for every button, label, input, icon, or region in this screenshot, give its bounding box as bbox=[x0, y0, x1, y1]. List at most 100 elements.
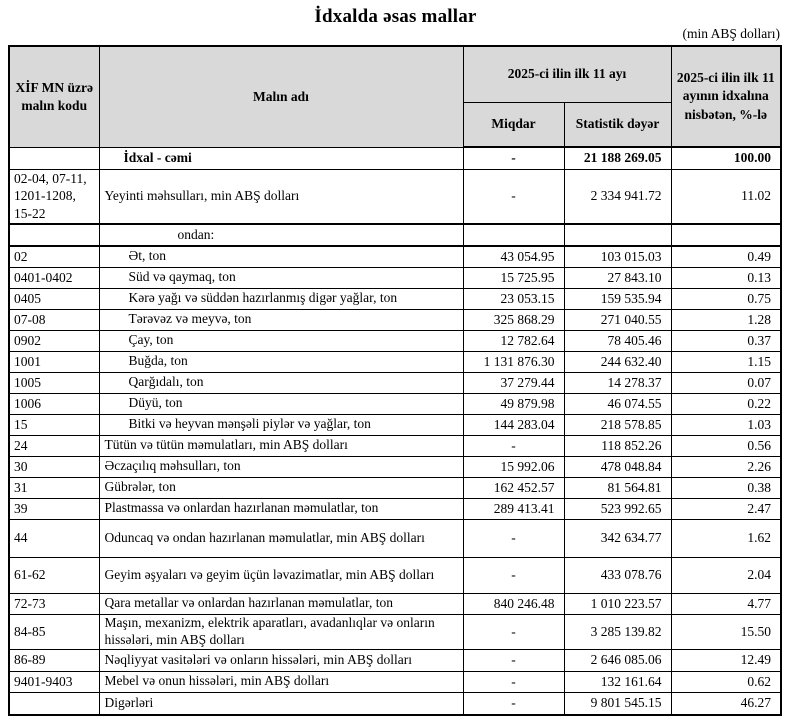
value-cell: 433 078.76 bbox=[563, 556, 672, 594]
share-cell: 15.50 bbox=[670, 613, 782, 650]
share-cell: 1.62 bbox=[670, 518, 782, 558]
table-row: 30 Əczaçılıq məhsulları, ton 15 992.06 4… bbox=[8, 455, 782, 478]
commodity-name: Maşın, mexanizm, elektrik aparatları, av… bbox=[98, 613, 464, 650]
quantity-cell: 162 452.57 bbox=[462, 476, 565, 499]
quantity-cell: 1 131 876.30 bbox=[462, 350, 565, 373]
header-commodity-name: Malın adı bbox=[98, 45, 464, 148]
quantity-cell: - bbox=[462, 691, 565, 716]
quantity-cell: 144 283.04 bbox=[462, 413, 565, 436]
quantity-cell: - bbox=[462, 670, 565, 693]
table-row: 02 Ət, ton 43 054.95 103 015.03 0.49 bbox=[8, 245, 782, 268]
value-cell: 81 564.81 bbox=[563, 476, 672, 499]
quantity-cell: - bbox=[462, 648, 565, 672]
value-cell: 9 801 545.15 bbox=[563, 691, 672, 716]
table-row: 72-73 Qara metallar və onlardan hazırlan… bbox=[8, 592, 782, 615]
table-row: 1001 Buğda, ton 1 131 876.30 244 632.40 … bbox=[8, 350, 782, 373]
quantity-cell: 289 413.41 bbox=[462, 497, 565, 520]
commodity-name: İdxal - cəmi bbox=[98, 146, 464, 170]
commodity-code bbox=[8, 146, 100, 170]
value-cell: 3 285 139.82 bbox=[563, 613, 672, 650]
value-cell: 103 015.03 bbox=[563, 245, 672, 268]
share-cell: 0.75 bbox=[670, 287, 782, 310]
header-period-group: 2025-ci ilin ilk 11 ayı bbox=[462, 45, 672, 103]
commodity-code: 02 bbox=[8, 245, 100, 268]
commodity-code: 72-73 bbox=[8, 592, 100, 615]
commodity-code: 39 bbox=[8, 497, 100, 520]
commodity-code bbox=[8, 691, 100, 716]
value-cell: 523 992.65 bbox=[563, 497, 672, 520]
commodity-name: Buğda, ton bbox=[98, 350, 464, 373]
table-row: 0405 Kərə yağı və süddən hazırlanmış dig… bbox=[8, 287, 782, 310]
imports-table: XİF MN üzrə malın kodu Malın adı 2025-ci… bbox=[8, 45, 783, 716]
commodity-name: Nəqliyyat vasitələri və onların hissələr… bbox=[98, 648, 464, 672]
value-cell: 342 634.77 bbox=[563, 518, 672, 558]
commodity-code: 0405 bbox=[8, 287, 100, 310]
value-cell: 21 188 269.05 bbox=[563, 146, 672, 170]
share-cell: 1.28 bbox=[670, 308, 782, 331]
commodity-code: 61-62 bbox=[8, 556, 100, 594]
value-cell: 244 632.40 bbox=[563, 350, 672, 373]
commodity-name: Tərəvəz və meyvə, ton bbox=[98, 308, 464, 331]
share-cell: 1.15 bbox=[670, 350, 782, 373]
table-row: 31 Gübrələr, ton 162 452.57 81 564.81 0.… bbox=[8, 476, 782, 499]
header-statistical-value: Statistik dəyər bbox=[563, 101, 672, 148]
share-cell: 0.56 bbox=[670, 434, 782, 457]
commodity-code: 07-08 bbox=[8, 308, 100, 331]
share-cell: 2.04 bbox=[670, 556, 782, 594]
table-body: İdxal - cəmi - 21 188 269.05 100.00 02-0… bbox=[8, 146, 782, 716]
commodity-code: 0401-0402 bbox=[8, 266, 100, 289]
share-cell: 0.13 bbox=[670, 266, 782, 289]
commodity-code: 9401-9403 bbox=[8, 670, 100, 693]
value-cell bbox=[563, 223, 672, 247]
page-title: İdxalda əsas mallar bbox=[314, 6, 477, 27]
commodity-name: Əczaçılıq məhsulları, ton bbox=[98, 455, 464, 478]
header-quantity: Miqdar bbox=[462, 101, 565, 148]
commodity-code: 1006 bbox=[8, 392, 100, 415]
quantity-cell: 15 725.95 bbox=[462, 266, 565, 289]
commodity-code: 44 bbox=[8, 518, 100, 558]
commodity-name: Qarğıdalı, ton bbox=[98, 371, 464, 394]
quantity-cell: 325 868.29 bbox=[462, 308, 565, 331]
commodity-code: 1001 bbox=[8, 350, 100, 373]
value-cell: 271 040.55 bbox=[563, 308, 672, 331]
share-cell: 0.37 bbox=[670, 329, 782, 352]
table-row: 39 Plastmassa və onlardan hazırlanan məm… bbox=[8, 497, 782, 520]
share-cell: 11.02 bbox=[670, 168, 782, 225]
value-cell: 1 010 223.57 bbox=[563, 592, 672, 615]
quantity-cell bbox=[462, 223, 565, 247]
value-cell: 118 852.26 bbox=[563, 434, 672, 457]
share-cell bbox=[670, 223, 782, 247]
commodity-name: Düyü, ton bbox=[98, 392, 464, 415]
share-cell: 0.22 bbox=[670, 392, 782, 415]
table-row-total: İdxal - cəmi - 21 188 269.05 100.00 bbox=[8, 146, 782, 170]
table-row: 44 Oduncaq və ondan hazırlanan məmulatla… bbox=[8, 518, 782, 558]
commodity-code: 15 bbox=[8, 413, 100, 436]
quantity-cell: 23 053.15 bbox=[462, 287, 565, 310]
value-cell: 78 405.46 bbox=[563, 329, 672, 352]
commodity-name: Yeyinti məhsulları, min ABŞ dolları bbox=[98, 168, 464, 225]
header-share: 2025-ci ilin ilk 11 ayının idxalına nisb… bbox=[670, 45, 782, 148]
table-row: 24 Tütün və tütün məmulatları, min ABŞ d… bbox=[8, 434, 782, 457]
share-cell: 2.26 bbox=[670, 455, 782, 478]
share-cell: 0.49 bbox=[670, 245, 782, 268]
quantity-cell: - bbox=[462, 168, 565, 225]
value-cell: 2 646 085.06 bbox=[563, 648, 672, 672]
table-header: XİF MN üzrə malın kodu Malın adı 2025-ci… bbox=[8, 45, 782, 148]
share-cell: 12.49 bbox=[670, 648, 782, 672]
unit-note: (min ABŞ dolları) bbox=[682, 26, 781, 41]
commodity-code: 02-04, 07-11, 1201-1208, 15-22 bbox=[8, 168, 100, 225]
share-cell: 4.77 bbox=[670, 592, 782, 615]
table-row: 61-62 Geyim əşyaları və geyim üçün ləvaz… bbox=[8, 556, 782, 594]
quantity-cell: - bbox=[462, 556, 565, 594]
quantity-cell: - bbox=[462, 518, 565, 558]
quantity-cell: - bbox=[462, 613, 565, 650]
quantity-cell: 37 279.44 bbox=[462, 371, 565, 394]
commodity-code: 86-89 bbox=[8, 648, 100, 672]
share-cell: 46.27 bbox=[670, 691, 782, 716]
value-cell: 132 161.64 bbox=[563, 670, 672, 693]
table-row: 02-04, 07-11, 1201-1208, 15-22 Yeyinti m… bbox=[8, 168, 782, 225]
table-row: 1006 Düyü, ton 49 879.98 46 074.55 0.22 bbox=[8, 392, 782, 415]
quantity-cell: 12 782.64 bbox=[462, 329, 565, 352]
commodity-name: Plastmassa və onlardan hazırlanan məmula… bbox=[98, 497, 464, 520]
